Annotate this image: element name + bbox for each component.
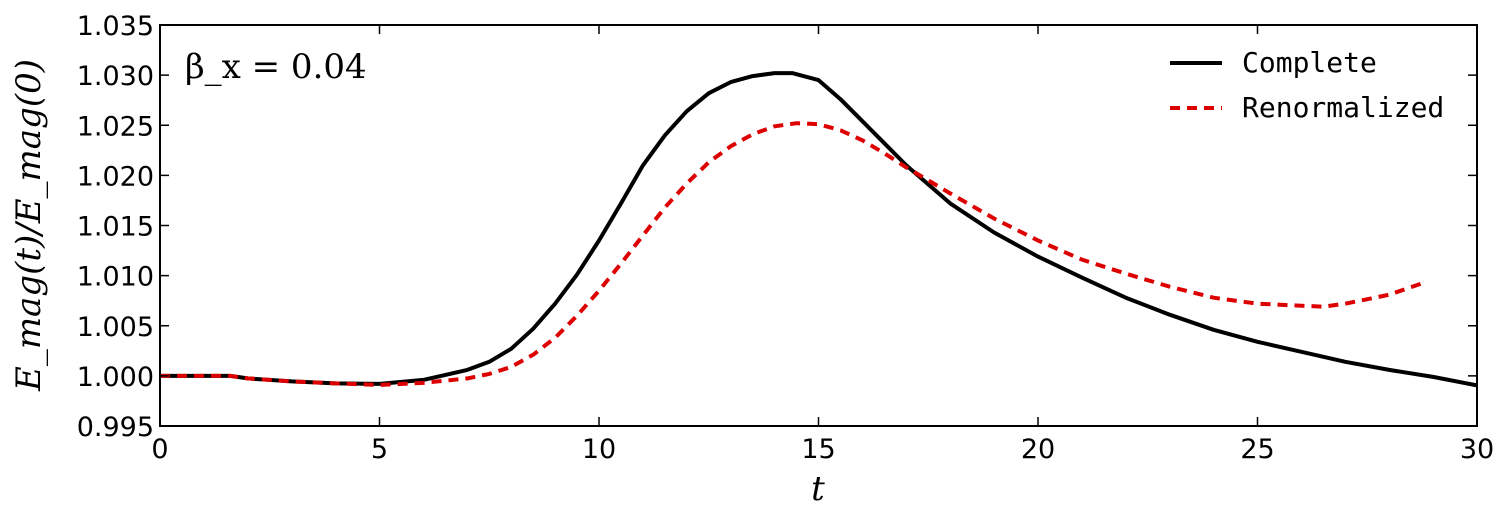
legend-label-complete: Complete — [1242, 46, 1377, 79]
x-tick-label: 30 — [1460, 434, 1494, 465]
y-tick-label: 1.010 — [77, 262, 154, 293]
beta-annotation: β_x = 0.04 — [185, 47, 367, 87]
legend-label-renormalized: Renormalized — [1242, 91, 1444, 124]
y-tick-label: 1.020 — [77, 161, 154, 192]
y-tick-label: 0.995 — [77, 412, 154, 443]
x-tick-label: 20 — [1021, 434, 1055, 465]
series-line-renormalized — [160, 121, 1425, 387]
y-tick-labels: 0.995 1.000 1.005 1.010 1.015 1.020 1.025 1.030… — [77, 11, 154, 443]
x-tick-labels: 0 5 10 15 20 25 30 — [151, 434, 1494, 465]
y-tick-label: 1.030 — [77, 61, 154, 92]
series-lines — [160, 71, 1478, 388]
x-tick-label: 5 — [371, 434, 388, 465]
x-tick-label: 0 — [151, 434, 168, 465]
x-tick-label: 25 — [1240, 434, 1274, 465]
series-line-complete — [160, 71, 1478, 388]
y-axis-title: E_mag(t)/E_mag(0) — [9, 59, 49, 392]
y-tick-label: 1.035 — [77, 11, 154, 42]
y-tick-label: 1.025 — [77, 111, 154, 142]
plot-area — [159, 24, 1478, 427]
x-tick-label: 10 — [582, 434, 616, 465]
x-tick-label: 15 — [801, 434, 835, 465]
y-tick-label: 1.000 — [77, 362, 154, 393]
axis-ticks — [159, 24, 1478, 427]
y-tick-label: 1.015 — [77, 212, 154, 243]
y-tick-label: 1.005 — [77, 312, 154, 343]
legend: Complete Renormalized — [1170, 46, 1444, 124]
x-axis-title: t — [811, 469, 825, 509]
